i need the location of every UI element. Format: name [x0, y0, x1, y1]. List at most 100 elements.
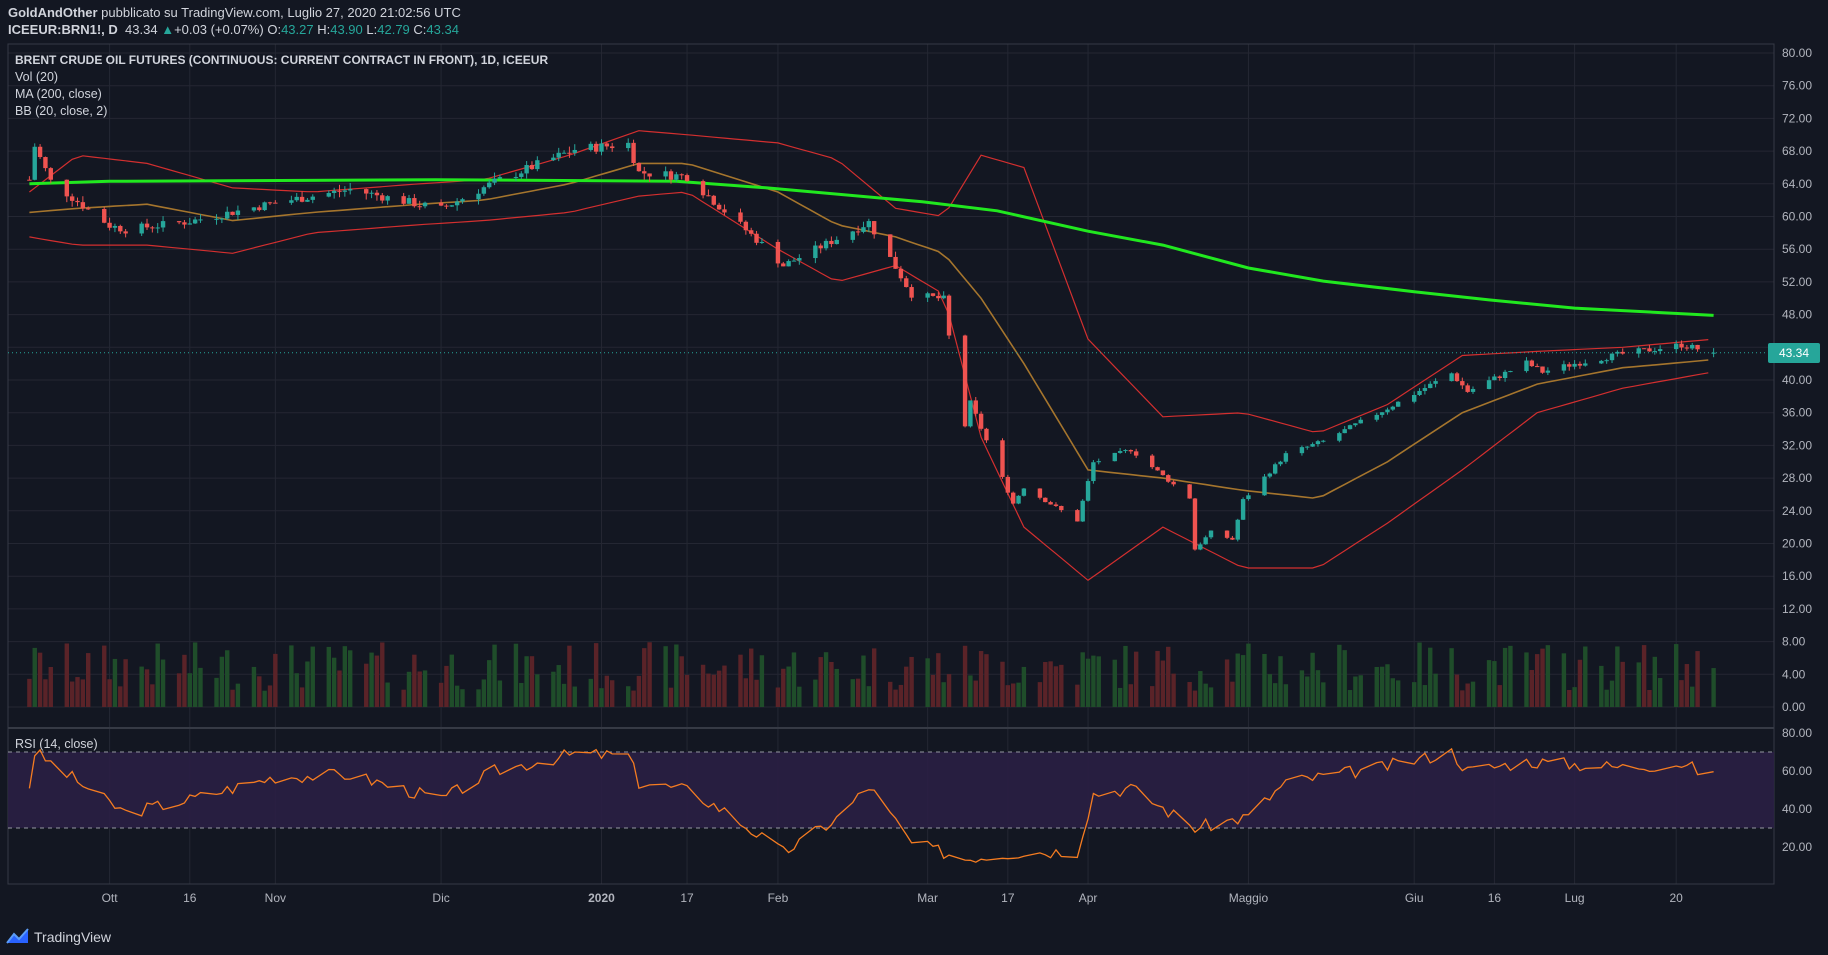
candle-body: [118, 225, 123, 232]
candle-body: [192, 219, 198, 224]
volume-bar: [1283, 684, 1289, 707]
candle-body: [1385, 409, 1390, 413]
ma200-path: [29, 178, 1714, 317]
candle-body: [139, 223, 144, 234]
volume-bar: [1171, 673, 1176, 707]
candle-body: [1053, 504, 1059, 506]
volume-bar: [27, 678, 32, 707]
volume-bar: [738, 654, 743, 707]
volume-bar: [1037, 682, 1043, 707]
volume-bar: [1128, 684, 1134, 707]
candle-body: [1208, 530, 1214, 538]
legend-volume[interactable]: Vol (20): [15, 70, 59, 84]
volume-bar: [69, 681, 75, 707]
volume-bar: [786, 666, 791, 707]
candle-body: [850, 231, 855, 240]
volume-bar: [1374, 666, 1379, 707]
volume-bar: [43, 679, 48, 707]
candle-body: [262, 202, 267, 211]
volume-bar: [1379, 666, 1385, 707]
open-value: 43.27: [281, 22, 314, 37]
volume-bar: [968, 675, 973, 707]
author-name[interactable]: GoldAndOther: [8, 5, 98, 20]
volume-bar: [1524, 652, 1529, 707]
volume-bar: [476, 689, 481, 707]
candle-body: [492, 178, 497, 183]
candle-body: [251, 207, 257, 211]
volume-bar: [1235, 653, 1240, 707]
tradingview-logo-icon[interactable]: [6, 927, 30, 945]
volume-bar: [588, 678, 593, 707]
candle-body: [529, 165, 535, 170]
candle-body: [711, 195, 716, 205]
volume-bar: [823, 652, 829, 707]
candle-body: [257, 207, 262, 211]
volume-bar: [1096, 656, 1101, 707]
candle-body: [1695, 344, 1700, 350]
candle-body: [112, 225, 118, 228]
legend-bb[interactable]: BB (20, close, 2): [15, 104, 108, 118]
candle-body: [1321, 440, 1326, 442]
volume-bar: [257, 676, 262, 707]
time-tick-label: Mar: [917, 891, 938, 905]
volume-bar: [1075, 684, 1080, 707]
volume-bar: [716, 670, 722, 707]
price-tick-label: 72.00: [1782, 111, 1812, 125]
legend-ma[interactable]: MA (200, close): [15, 87, 102, 101]
volume-bar: [775, 687, 781, 707]
rsi-line: [28, 747, 1714, 863]
candle-body: [48, 168, 53, 180]
candle-body: [310, 196, 315, 200]
volume-bar: [781, 668, 786, 707]
candle-body: [438, 202, 444, 206]
volume-bar: [1652, 656, 1657, 707]
candle-body: [599, 143, 604, 152]
candle-body: [1315, 441, 1321, 445]
volume-bar: [369, 652, 374, 707]
published-text: pubblicato su TradingView.com, Luglio 27…: [101, 5, 461, 20]
candle-body: [267, 202, 273, 204]
tradingview-brand[interactable]: TradingView: [34, 929, 112, 945]
low-value: 42.79: [377, 22, 410, 37]
candle-body: [567, 152, 572, 154]
volume-bar: [829, 661, 834, 707]
volume-bar: [636, 675, 642, 707]
volume-bar: [561, 683, 567, 707]
candle-body: [1123, 450, 1128, 452]
time-tick-label: Lug: [1565, 891, 1585, 905]
volume-bar: [984, 654, 989, 707]
candle-body: [791, 260, 797, 262]
candle-body: [123, 231, 128, 234]
candle-body: [476, 193, 481, 200]
price-tick-label: 56.00: [1782, 242, 1812, 256]
volume-bar: [1470, 681, 1476, 707]
volume-bar: [444, 665, 449, 707]
candle-body: [786, 261, 791, 267]
candle-body: [401, 196, 406, 204]
volume-bar: [1411, 682, 1417, 707]
legend-rsi[interactable]: RSI (14, close): [15, 737, 98, 751]
candle-body: [64, 179, 70, 197]
candle-body: [973, 400, 978, 414]
candle-body: [1561, 364, 1567, 371]
volume-bar: [449, 654, 454, 707]
candle-body: [406, 198, 412, 204]
candle-body: [823, 240, 829, 249]
volume-bar: [1385, 664, 1390, 707]
volume-bar: [1315, 670, 1321, 707]
candle-body: [775, 241, 781, 264]
candle-body: [273, 202, 278, 204]
rsi-panel: [8, 747, 1774, 863]
price-tick-label: 80.00: [1782, 46, 1812, 60]
candle-body: [1470, 388, 1476, 392]
volume-bar: [497, 680, 503, 707]
time-tick-label: 17: [680, 891, 694, 905]
candle-body: [1428, 383, 1433, 389]
candle-body: [1171, 481, 1176, 485]
candle-body: [968, 400, 973, 427]
candle-body: [1395, 401, 1401, 407]
candle-body: [1299, 447, 1305, 454]
candle-body: [1133, 451, 1139, 456]
volume-bar: [1112, 659, 1117, 707]
